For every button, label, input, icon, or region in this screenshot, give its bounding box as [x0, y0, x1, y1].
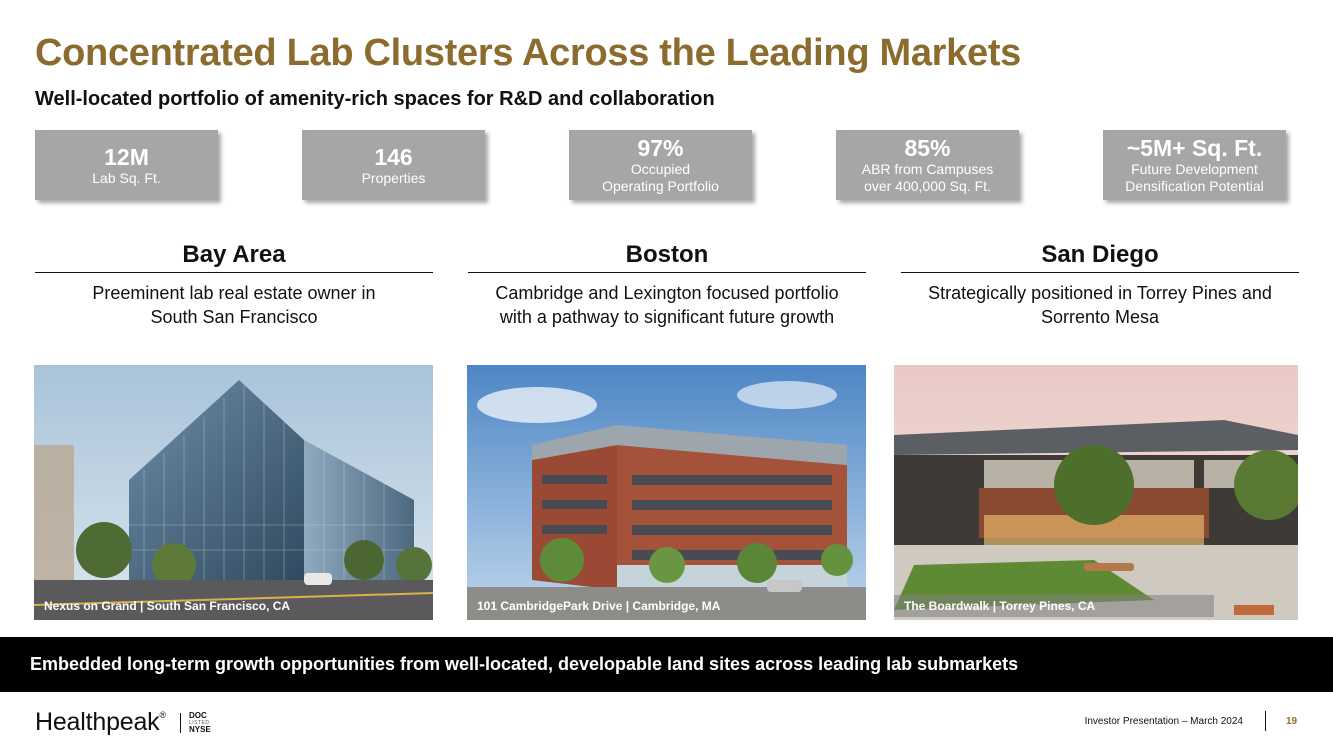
healthpeak-logo: Healthpeak® [35, 708, 166, 737]
photo-the-boardwalk: The Boardwalk | Torrey Pines, CA [894, 365, 1298, 620]
region-description-line: Strategically positioned in Torrey Pines… [928, 283, 1272, 303]
page-title: Concentrated Lab Clusters Across the Lea… [35, 32, 1022, 74]
building-illustration [34, 365, 433, 620]
building-illustration [467, 365, 866, 620]
page-number: 19 [1286, 716, 1298, 727]
region-divider [468, 272, 866, 273]
region-name: Boston [625, 241, 709, 268]
stat-value: 146 [374, 143, 413, 170]
region-description-line: with a pathway to significant future gro… [499, 307, 835, 327]
region-description: Cambridge and Lexington focused portfoli… [468, 281, 866, 329]
region-divider [901, 272, 1299, 273]
stat-label: Occupied [630, 161, 691, 177]
stat-box-future-development: ~5M+ Sq. Ft. Future Development Densific… [1103, 130, 1286, 200]
photo-nexus-on-grand: Nexus on Grand | South San Francisco, CA [34, 365, 433, 620]
stat-box-abr: 85% ABR from Campuses over 400,000 Sq. F… [836, 130, 1019, 200]
stat-label: Operating Portfolio [602, 178, 719, 194]
nyse-ticker-badge: DOC LISTED NYSE [189, 712, 211, 734]
stat-label: Future Development [1131, 161, 1258, 177]
stat-label: Lab Sq. Ft. [92, 169, 161, 186]
stat-label: Densification Potential [1125, 178, 1264, 194]
page-subtitle: Well-located portfolio of amenity-rich s… [35, 88, 715, 110]
footer-presentation-label: Investor Presentation – March 2024 [1084, 716, 1243, 727]
region-description-line: South San Francisco [150, 307, 318, 327]
region-name: Bay Area [182, 241, 286, 268]
logo-text: Healthpeak [35, 708, 160, 736]
stat-value: 97% [637, 135, 684, 161]
logo-divider [180, 713, 181, 733]
ticker-symbol: DOC [189, 711, 207, 720]
region-description: Strategically positioned in Torrey Pines… [901, 281, 1299, 329]
stat-box-lab-sqft: 12M Lab Sq. Ft. [35, 130, 218, 200]
stat-label: over 400,000 Sq. Ft. [864, 178, 991, 194]
stat-box-occupied: 97% Occupied Operating Portfolio [569, 130, 752, 200]
building-illustration [894, 365, 1298, 620]
stat-label: ABR from Campuses [861, 161, 994, 177]
region-boston: Boston Cambridge and Lexington focused p… [468, 240, 866, 329]
stat-label: Properties [361, 169, 426, 186]
region-name: San Diego [1041, 241, 1159, 268]
stat-value: ~5M+ Sq. Ft. [1126, 135, 1263, 161]
region-san-diego: San Diego Strategically positioned in To… [901, 240, 1299, 329]
region-bay-area: Bay Area Preeminent lab real estate owne… [35, 240, 433, 329]
photo-caption: 101 CambridgePark Drive | Cambridge, MA [477, 599, 721, 613]
photo-caption: The Boardwalk | Torrey Pines, CA [894, 595, 1214, 617]
stat-value: 12M [104, 143, 149, 170]
photo-cambridgepark-drive: 101 CambridgePark Drive | Cambridge, MA [467, 365, 866, 620]
stat-box-properties: 146 Properties [302, 130, 485, 200]
region-description-line: Preeminent lab real estate owner in [92, 283, 376, 303]
stat-value: 85% [904, 135, 951, 161]
bottom-banner: Embedded long-term growth opportunities … [0, 637, 1333, 692]
photo-caption: Nexus on Grand | South San Francisco, CA [44, 599, 291, 613]
region-description-line: Cambridge and Lexington focused portfoli… [495, 283, 839, 303]
ticker-listed: LISTED [189, 720, 210, 726]
footer-divider [1265, 711, 1266, 731]
region-divider [35, 272, 433, 273]
region-description: Preeminent lab real estate owner in Sout… [35, 281, 433, 329]
ticker-exchange: NYSE [189, 725, 211, 734]
banner-text: Embedded long-term growth opportunities … [30, 654, 1019, 674]
region-description-line: Sorrento Mesa [1040, 307, 1160, 327]
registered-mark: ® [159, 710, 166, 720]
